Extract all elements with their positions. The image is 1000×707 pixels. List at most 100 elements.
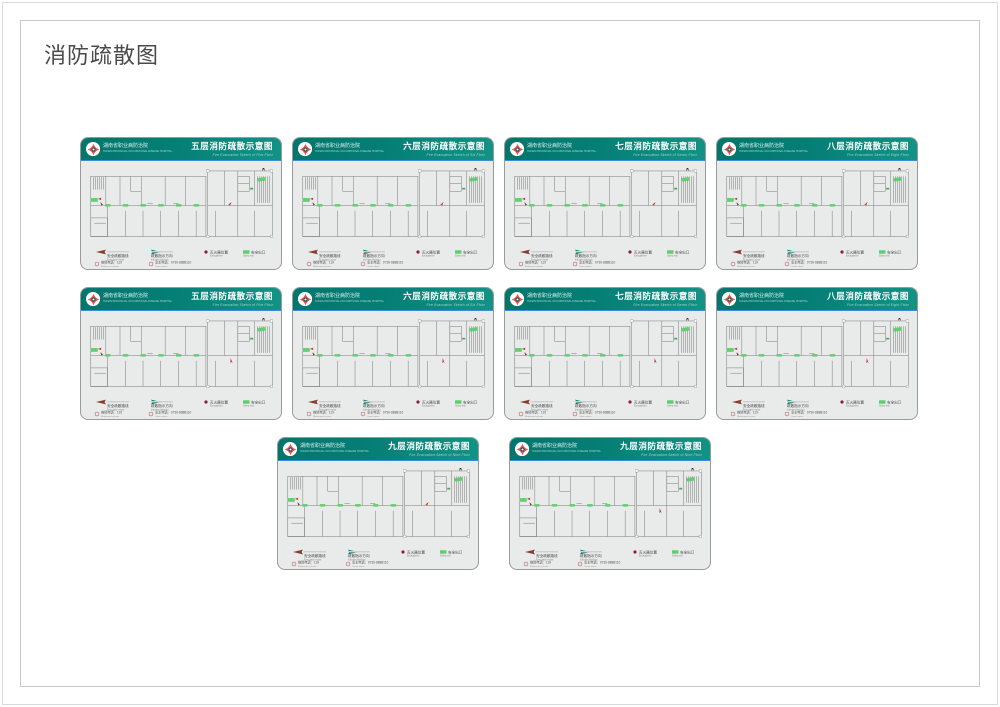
svg-text:业主电话：0730-8888110: 业主电话：0730-8888110 — [579, 260, 615, 265]
svg-text:Owner phone: Owner phone — [791, 265, 804, 268]
svg-text:Extinguisher: Extinguisher — [210, 405, 223, 408]
svg-text:疏散指示方向: 疏散指示方向 — [151, 403, 173, 408]
svg-text:Safety exit: Safety exit — [440, 555, 451, 558]
svg-text:安全出口: 安全出口 — [680, 550, 695, 555]
svg-text:安全出口: 安全出口 — [675, 250, 690, 255]
svg-text:Extinguisher: Extinguisher — [634, 255, 647, 258]
svg-text:安全出口: 安全出口 — [887, 400, 902, 405]
svg-text:维修电话：119: 维修电话：119 — [525, 410, 546, 415]
svg-text:安全疏散路线: 安全疏散路线 — [107, 403, 129, 408]
svg-text:Owner phone: Owner phone — [352, 565, 365, 568]
svg-text:Maintenance phone: Maintenance phone — [101, 415, 120, 418]
svg-text:Owner phone: Owner phone — [155, 265, 168, 268]
svg-text:业主电话：0730-8888110: 业主电话：0730-8888110 — [155, 260, 191, 265]
svg-text:Owner phone: Owner phone — [791, 415, 804, 418]
svg-text:维修电话：119: 维修电话：119 — [525, 260, 546, 265]
svg-text:业主电话：0730-8888110: 业主电话：0730-8888110 — [155, 410, 191, 415]
svg-text:灭火器位置: 灭火器位置 — [407, 550, 425, 555]
svg-text:疏散指示方向: 疏散指示方向 — [575, 253, 597, 258]
svg-text:灭火器位置: 灭火器位置 — [634, 250, 652, 255]
svg-text:Safety exit: Safety exit — [455, 405, 466, 408]
svg-text:Extinguisher: Extinguisher — [422, 405, 435, 408]
svg-text:疏散指示方向: 疏散指示方向 — [580, 553, 602, 558]
svg-text:Maintenance phone: Maintenance phone — [530, 565, 549, 568]
svg-text:安全疏散路线: 安全疏散路线 — [107, 253, 129, 258]
svg-text:安全疏散路线: 安全疏散路线 — [319, 253, 341, 258]
svg-text:疏散指示方向: 疏散指示方向 — [151, 253, 173, 258]
svg-text:业主电话：0730-8888110: 业主电话：0730-8888110 — [367, 410, 403, 415]
svg-text:业主电话：0730-8888110: 业主电话：0730-8888110 — [791, 260, 827, 265]
svg-text:Extinguisher: Extinguisher — [846, 405, 859, 408]
svg-text:疏散指示方向: 疏散指示方向 — [363, 253, 385, 258]
svg-text:安全出口: 安全出口 — [887, 250, 902, 255]
svg-text:安全疏散路线: 安全疏散路线 — [743, 253, 765, 258]
svg-text:Owner phone: Owner phone — [155, 415, 168, 418]
svg-text:疏散指示方向: 疏散指示方向 — [363, 403, 385, 408]
svg-text:业主电话：0730-8888110: 业主电话：0730-8888110 — [579, 410, 615, 415]
svg-text:Safety exit: Safety exit — [879, 255, 890, 258]
svg-text:Owner phone: Owner phone — [367, 265, 380, 268]
svg-text:疏散指示方向: 疏散指示方向 — [575, 403, 597, 408]
svg-text:灭火器位置: 灭火器位置 — [634, 400, 652, 405]
svg-text:Safety exit: Safety exit — [667, 255, 678, 258]
svg-text:灭火器位置: 灭火器位置 — [210, 250, 228, 255]
svg-text:安全疏散路线: 安全疏散路线 — [536, 553, 558, 558]
svg-text:Maintenance phone: Maintenance phone — [525, 265, 544, 268]
svg-text:疏散指示方向: 疏散指示方向 — [787, 403, 809, 408]
svg-text:灭火器位置: 灭火器位置 — [846, 400, 864, 405]
svg-text:灭火器位置: 灭火器位置 — [846, 250, 864, 255]
svg-text:Safety exit: Safety exit — [667, 405, 678, 408]
svg-text:Owner phone: Owner phone — [579, 415, 592, 418]
svg-text:安全出口: 安全出口 — [251, 250, 266, 255]
svg-text:Extinguisher: Extinguisher — [634, 405, 647, 408]
svg-text:Extinguisher: Extinguisher — [422, 255, 435, 258]
svg-text:疏散指示方向: 疏散指示方向 — [348, 553, 370, 558]
svg-text:Safety exit: Safety exit — [455, 255, 466, 258]
svg-text:安全疏散路线: 安全疏散路线 — [304, 553, 326, 558]
svg-text:维修电话：119: 维修电话：119 — [313, 260, 334, 265]
svg-text:Owner phone: Owner phone — [579, 265, 592, 268]
svg-text:Maintenance phone: Maintenance phone — [737, 415, 756, 418]
svg-text:业主电话：0730-8888110: 业主电话：0730-8888110 — [367, 260, 403, 265]
svg-text:维修电话：119: 维修电话：119 — [313, 410, 334, 415]
svg-text:灭火器位置: 灭火器位置 — [422, 250, 440, 255]
svg-text:业主电话：0730-8888110: 业主电话：0730-8888110 — [791, 410, 827, 415]
svg-text:灭火器位置: 灭火器位置 — [422, 400, 440, 405]
svg-text:维修电话：119: 维修电话：119 — [530, 560, 551, 565]
svg-text:安全疏散路线: 安全疏散路线 — [531, 253, 553, 258]
svg-text:Safety exit: Safety exit — [243, 405, 254, 408]
svg-text:Extinguisher: Extinguisher — [846, 255, 859, 258]
svg-text:维修电话：119: 维修电话：119 — [737, 410, 758, 415]
svg-text:Maintenance phone: Maintenance phone — [737, 265, 756, 268]
svg-text:Maintenance phone: Maintenance phone — [298, 565, 317, 568]
svg-text:Extinguisher: Extinguisher — [210, 255, 223, 258]
svg-text:安全出口: 安全出口 — [675, 400, 690, 405]
svg-text:Safety exit: Safety exit — [672, 555, 683, 558]
svg-text:Maintenance phone: Maintenance phone — [525, 415, 544, 418]
svg-text:安全疏散路线: 安全疏散路线 — [319, 403, 341, 408]
svg-text:Safety exit: Safety exit — [243, 255, 254, 258]
svg-text:疏散指示方向: 疏散指示方向 — [787, 253, 809, 258]
svg-text:安全疏散路线: 安全疏散路线 — [531, 403, 553, 408]
svg-text:Maintenance phone: Maintenance phone — [101, 265, 120, 268]
svg-text:安全出口: 安全出口 — [463, 250, 478, 255]
svg-text:Owner phone: Owner phone — [584, 565, 597, 568]
svg-text:安全出口: 安全出口 — [463, 400, 478, 405]
svg-text:安全疏散路线: 安全疏散路线 — [743, 403, 765, 408]
svg-text:Owner phone: Owner phone — [367, 415, 380, 418]
svg-text:安全出口: 安全出口 — [448, 550, 463, 555]
svg-text:维修电话：119: 维修电话：119 — [298, 560, 319, 565]
svg-text:Maintenance phone: Maintenance phone — [313, 415, 332, 418]
svg-text:Extinguisher: Extinguisher — [407, 555, 420, 558]
svg-text:Safety exit: Safety exit — [879, 405, 890, 408]
svg-text:灭火器位置: 灭火器位置 — [210, 400, 228, 405]
svg-text:维修电话：119: 维修电话：119 — [737, 260, 758, 265]
svg-text:维修电话：119: 维修电话：119 — [101, 410, 122, 415]
svg-text:Extinguisher: Extinguisher — [639, 555, 652, 558]
svg-text:灭火器位置: 灭火器位置 — [639, 550, 657, 555]
svg-text:业主电话：0730-8888110: 业主电话：0730-8888110 — [584, 560, 620, 565]
svg-text:业主电话：0730-8888110: 业主电话：0730-8888110 — [352, 560, 388, 565]
svg-text:安全出口: 安全出口 — [251, 400, 266, 405]
svg-text:维修电话：119: 维修电话：119 — [101, 260, 122, 265]
svg-text:Maintenance phone: Maintenance phone — [313, 265, 332, 268]
